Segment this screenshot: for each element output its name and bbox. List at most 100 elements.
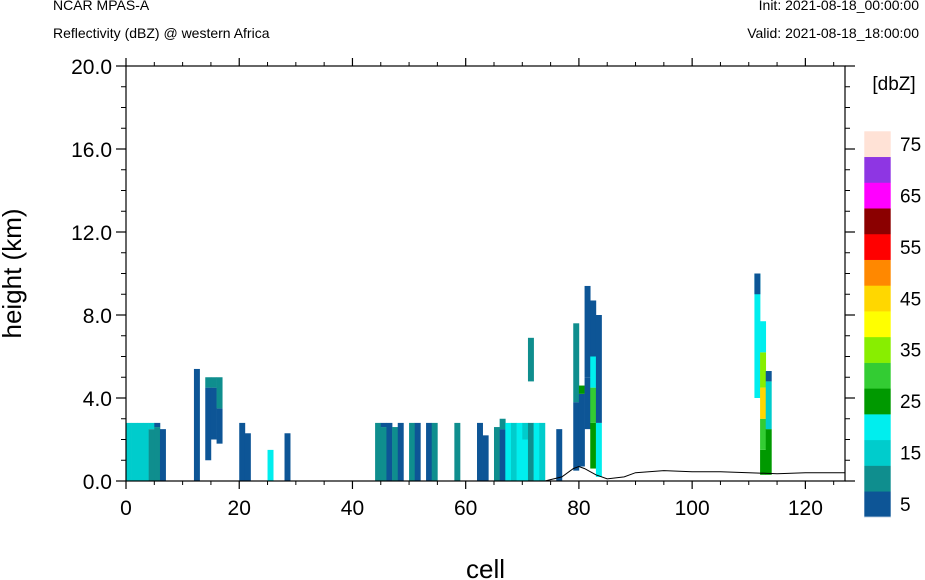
reflectivity-cell xyxy=(159,429,166,482)
reflectivity-cell xyxy=(482,435,489,481)
reflectivity-cell xyxy=(148,422,155,430)
y-tick-label: 20.0 xyxy=(71,56,112,79)
reflectivity-cell xyxy=(239,422,246,481)
x-axis-label: cell xyxy=(466,554,505,580)
reflectivity-cell xyxy=(193,368,200,481)
y-tick-label: 8.0 xyxy=(83,305,112,328)
colorbar-swatch xyxy=(864,362,891,389)
reflectivity-cell xyxy=(380,422,387,428)
colorbar-swatch xyxy=(864,439,891,466)
reflectivity-cell xyxy=(426,422,433,481)
colorbar-label: 75 xyxy=(900,135,921,156)
colorbar: 5 15 25 35 45 55 65 75 xyxy=(863,130,921,518)
colorbar-swatch xyxy=(864,285,891,312)
colorbar-border xyxy=(863,130,892,518)
reflectivity-cell xyxy=(765,371,772,382)
reflectivity-cell xyxy=(210,377,217,388)
x-tick-label: 20 xyxy=(228,497,251,520)
reflectivity-cell xyxy=(154,422,161,428)
reflectivity-cell xyxy=(573,402,580,471)
colorbar-label: 45 xyxy=(900,289,921,310)
colorbar-swatch xyxy=(864,491,891,518)
reflectivity-cell xyxy=(765,429,772,475)
x-tick-label: 40 xyxy=(341,497,364,520)
reflectivity-cell xyxy=(392,427,399,481)
reflectivity-cell xyxy=(510,422,517,481)
reflectivity-cell xyxy=(522,422,529,440)
colorbar-label: 15 xyxy=(900,444,921,465)
colorbar-swatch xyxy=(864,182,891,209)
reflectivity-cell xyxy=(760,387,767,419)
reflectivity-cell xyxy=(284,433,291,481)
reflectivity-cell xyxy=(765,381,772,430)
reflectivity-cell xyxy=(527,337,534,382)
colorbar-swatch xyxy=(864,388,891,415)
reflectivity-cell xyxy=(760,352,767,388)
reflectivity-cell xyxy=(397,422,404,481)
y-axis: 0.0 4.0 8.0 12.0 16.0 20.0 xyxy=(71,56,855,494)
reflectivity-cell xyxy=(754,273,761,398)
reflectivity-cell xyxy=(386,422,393,481)
colorbar-label: 35 xyxy=(900,341,921,362)
reflectivity-cell xyxy=(590,300,597,357)
reflectivity-cell xyxy=(590,356,597,388)
x-tick-label: 60 xyxy=(454,497,477,520)
reflectivity-cell xyxy=(409,422,416,481)
reflectivity-cell xyxy=(760,418,767,450)
reflectivity-cell xyxy=(375,422,382,481)
y-axis-label: height (km) xyxy=(0,208,27,338)
colorbar-label: 5 xyxy=(900,495,911,516)
reflectivity-cell xyxy=(556,429,563,482)
reflectivity-cell xyxy=(578,393,585,467)
reflectivity-cell xyxy=(573,323,580,403)
reflectivity-cell xyxy=(216,377,223,409)
terrain-polyline xyxy=(126,465,845,482)
field-subtitle: Reflectivity (dBZ) @ western Africa xyxy=(53,25,270,41)
colorbar-swatch xyxy=(864,414,891,441)
reflectivity-cell xyxy=(454,422,461,481)
colorbar-label: 55 xyxy=(900,238,921,259)
x-tick-label: 100 xyxy=(675,497,710,520)
reflectivity-cells xyxy=(126,273,772,482)
reflectivity-cell xyxy=(205,377,212,388)
reflectivity-cell xyxy=(527,422,534,481)
reflectivity-cell xyxy=(142,422,149,481)
plot-frame xyxy=(125,65,846,482)
colorbar-label: 25 xyxy=(900,392,921,413)
colorbar-swatch xyxy=(864,311,891,338)
reflectivity-cell xyxy=(505,422,512,481)
colorbar-label: 65 xyxy=(900,186,921,207)
colorbar-swatch xyxy=(864,131,891,158)
reflectivity-cell xyxy=(137,422,144,481)
init-time: Init: 2021-08-18_00:00:00 xyxy=(758,0,919,13)
reflectivity-cell xyxy=(126,422,132,481)
reflectivity-cell xyxy=(244,433,251,481)
reflectivity-cell xyxy=(590,422,597,469)
colorbar-swatch xyxy=(864,156,891,183)
reflectivity-cell xyxy=(590,387,597,423)
reflectivity-cell xyxy=(493,427,500,481)
x-tick-label: 0 xyxy=(120,497,132,520)
reflectivity-cell xyxy=(216,408,223,444)
terrain-line xyxy=(126,465,845,482)
reflectivity-cell xyxy=(499,418,506,430)
colorbar-swatch xyxy=(864,465,891,492)
x-tick-label: 80 xyxy=(567,497,590,520)
reflectivity-cell xyxy=(595,315,602,423)
reflectivity-cell xyxy=(584,285,591,378)
reflectivity-cell xyxy=(154,427,161,481)
reflectivity-cell xyxy=(760,321,767,353)
reflectivity-cell xyxy=(584,377,591,430)
reflectivity-cell xyxy=(578,385,585,394)
y-tick-label: 0.0 xyxy=(83,471,112,494)
reflectivity-cell xyxy=(210,387,217,440)
y-tick-label: 4.0 xyxy=(83,388,112,411)
x-tick-label: 120 xyxy=(788,497,823,520)
y-tick-label: 16.0 xyxy=(71,139,112,162)
reflectivity-cell xyxy=(539,422,546,481)
reflectivity-cell xyxy=(148,429,155,482)
reflectivity-cell xyxy=(431,422,438,481)
y-tick-label: 12.0 xyxy=(71,222,112,245)
colorbar-swatch xyxy=(864,233,891,260)
